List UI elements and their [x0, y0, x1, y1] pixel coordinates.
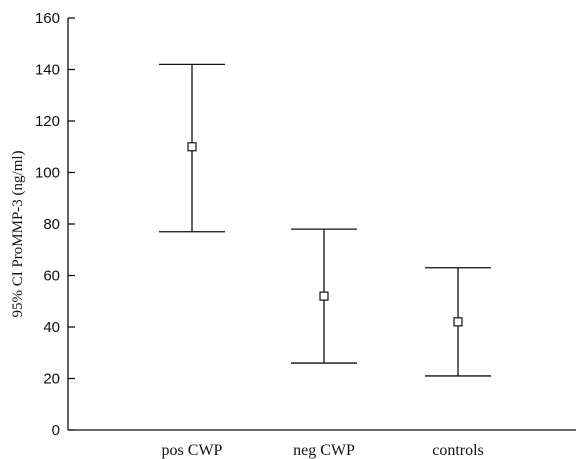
- error-bar-3: [425, 267, 491, 377]
- error-bars: [159, 63, 491, 377]
- y-ticks: 0 20 40 60 80 100 120 140 160: [35, 10, 75, 439]
- x-labels: pos CWP neg CWP controls: [162, 442, 484, 459]
- error-bar-2: [291, 228, 357, 364]
- y-tick-label: 160: [35, 10, 60, 27]
- mean-marker: [453, 317, 463, 327]
- y-tick-label: 100: [35, 165, 60, 182]
- y-tick-label: 60: [43, 268, 60, 285]
- error-bar-1: [159, 63, 225, 233]
- y-tick-label: 0: [52, 422, 60, 439]
- x-category-label: pos CWP: [162, 442, 223, 459]
- y-tick-label: 80: [43, 216, 60, 233]
- mean-marker: [187, 142, 197, 152]
- x-category-label: controls: [432, 442, 484, 459]
- axes: [67, 18, 576, 431]
- y-tick-label: 140: [35, 62, 60, 79]
- y-axis-title: 95% CI ProMMP-3 (ng/ml): [10, 150, 26, 317]
- x-category-label: neg CWP: [293, 442, 355, 459]
- y-tick-label: 40: [43, 319, 60, 336]
- mean-marker: [319, 291, 329, 301]
- y-tick-label: 120: [35, 113, 60, 130]
- y-tick-label: 20: [43, 371, 60, 388]
